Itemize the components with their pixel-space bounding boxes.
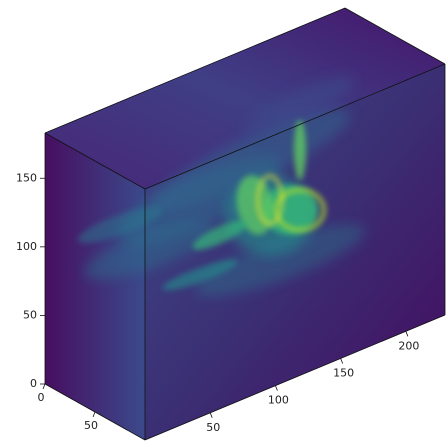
volume: [45, 8, 445, 440]
z-tick-label: 100: [16, 240, 37, 253]
x-tick: [341, 358, 343, 363]
x-tick-label: 50: [206, 421, 220, 434]
volume-glow: [294, 120, 306, 180]
z-tick-label: 0: [30, 377, 37, 390]
y-tick: [43, 384, 45, 389]
x-tick-label: 150: [333, 366, 354, 379]
chart: 0 50 100 150 0 50 50 100 150 200: [0, 0, 447, 445]
y-tick-label: 50: [84, 419, 98, 432]
z-tick-label: 150: [16, 171, 37, 184]
y-tick: [93, 412, 95, 417]
x-tick: [406, 331, 408, 336]
x-tick-label: 100: [268, 394, 289, 407]
x-tick-label: 200: [398, 339, 419, 352]
x-tick: [275, 386, 277, 391]
x-tick: [210, 413, 212, 418]
y-tick-label: 0: [38, 391, 45, 404]
z-tick-label: 50: [23, 308, 37, 321]
